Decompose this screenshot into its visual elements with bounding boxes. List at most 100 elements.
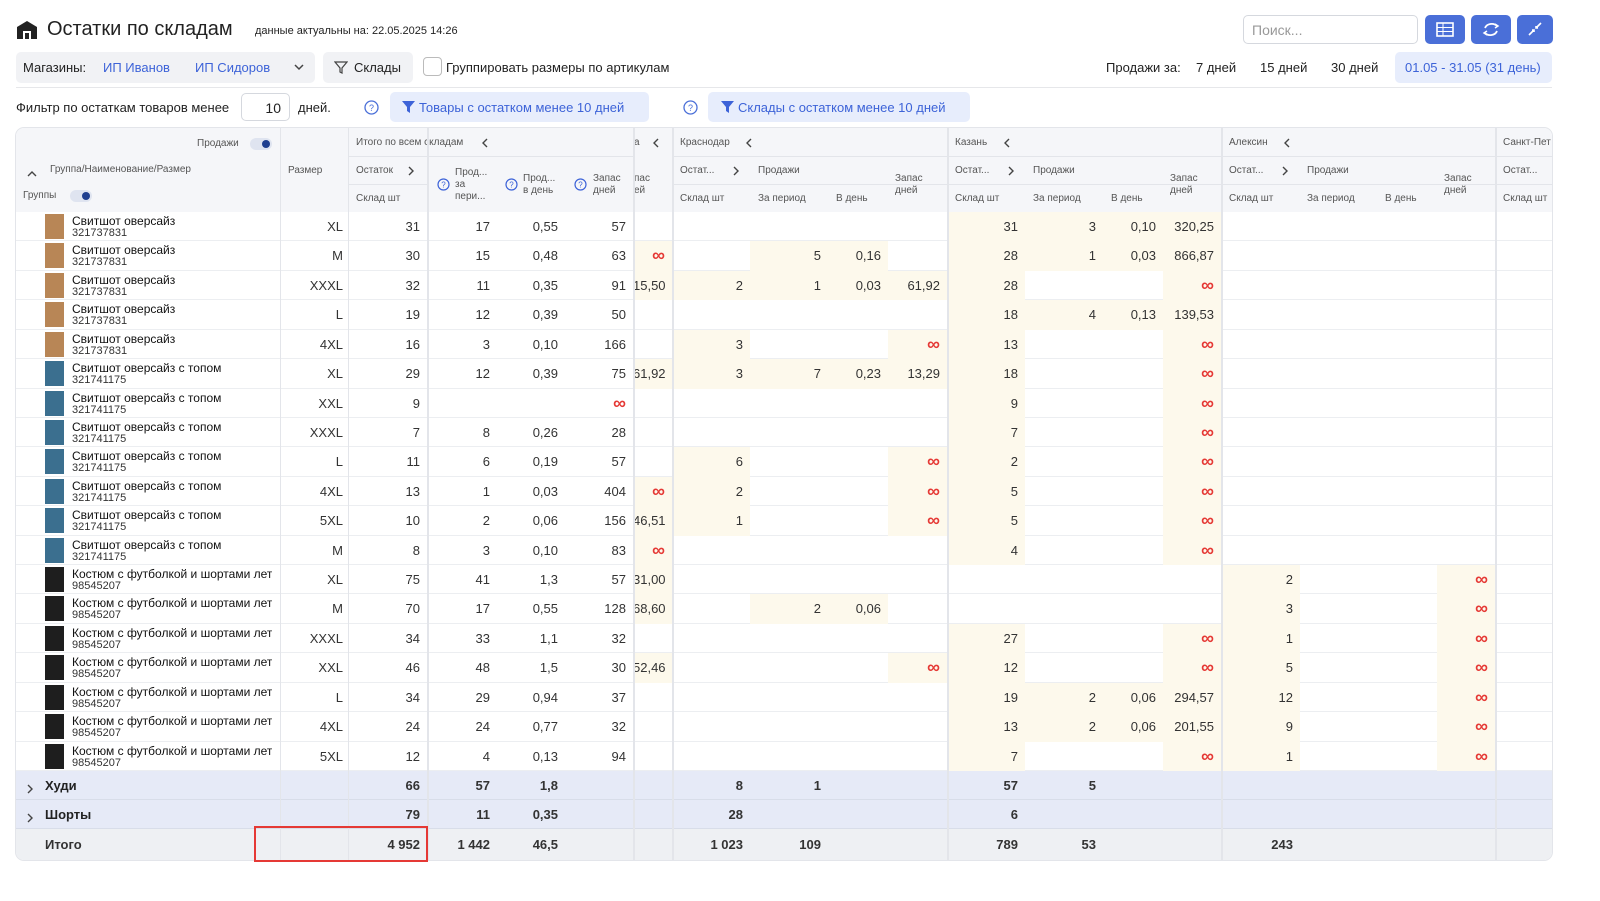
table-cell: 0,39 [497,300,565,329]
chevron[interactable] [481,137,489,151]
table-cell: 34 [348,683,427,712]
table-cell: 0,16 [828,241,888,270]
toggle[interactable] [250,138,272,150]
table-cell: 1 [1221,742,1300,771]
column-header: Алексин [1229,137,1268,148]
table-cell: ∞ [1163,506,1221,535]
product-article: 321737831 [72,315,127,327]
table-cell: 18 [947,359,1025,388]
product-name: Костюм с футболкой и шортами лет [72,744,272,758]
period-option[interactable]: 7 дней [1196,60,1236,75]
table-cell: 9 [348,389,427,418]
help-icon[interactable]: ? [505,178,518,196]
expand-icon[interactable] [26,781,34,799]
period-option[interactable]: 15 дней [1260,60,1307,75]
toggle[interactable] [70,190,92,202]
column-header: Продажи [758,165,800,176]
help-icon[interactable]: ? [437,178,450,196]
table-cell: 404 [565,477,633,506]
table-cell: 33 [427,624,497,653]
table-cell: ∞ [1163,330,1221,359]
size: XL [280,359,343,388]
product-thumbnail [45,302,64,327]
table-cell: 28 [565,418,633,447]
table-cell: 12 [947,653,1025,682]
table-cell: ∞ [633,241,672,270]
help-icon[interactable]: ? [364,100,379,115]
size: M [280,594,343,623]
help-icon[interactable]: ? [683,100,698,115]
table-cell: 4 [427,742,497,771]
product-name: Костюм с футболкой и шортами лет [72,567,272,581]
product-article: 321737831 [72,227,127,239]
column-border [1495,128,1497,860]
size: M [280,536,343,565]
column-header: Склад шт [1503,193,1547,204]
search-input[interactable]: Поиск... [1243,15,1418,44]
table-cell: 32 [565,712,633,741]
goods-filter-text[interactable]: Товары с остатком менее 10 дней [419,100,624,115]
row-line [16,564,1552,565]
product-thumbnail [45,361,64,386]
column-header: Склад шт [356,193,400,204]
table-cell: 109 [750,829,828,860]
table-cell: 7 [947,418,1025,447]
table-cell: 50 [565,300,633,329]
product-thumbnail [45,538,64,563]
size: L [280,447,343,476]
chevron[interactable] [1003,137,1011,151]
refresh-button[interactable] [1471,15,1511,44]
table-cell: 166 [565,330,633,359]
collapse-button[interactable] [1517,15,1553,44]
table-cell: 53 [1025,829,1103,860]
warehouses-filter-text[interactable]: Склады с остатком менее 10 дней [738,100,946,115]
table-cell: 7 [947,742,1025,771]
table-cell: 11 [348,447,427,476]
help-icon[interactable]: ? [574,178,587,196]
table-cell: 6 [427,447,497,476]
period-option[interactable]: 30 дней [1331,60,1378,75]
chevron[interactable] [1281,165,1289,179]
expand-icon[interactable] [26,810,34,828]
chevron[interactable] [1007,165,1015,179]
product-thumbnail [45,596,64,621]
table-cell: 31,00 [633,565,672,594]
excel-button[interactable] [1425,15,1465,44]
chevron[interactable] [407,165,415,179]
table-cell: 8 [427,418,497,447]
row-line [16,652,1552,653]
table-cell: 3 [1025,212,1103,241]
chevron[interactable] [1283,137,1291,151]
shop-tag[interactable]: ИП Сидоров [195,60,270,75]
filter-icon [334,60,348,74]
size: XXL [280,389,343,418]
column-header: За период [758,193,806,204]
checkbox[interactable] [423,57,442,76]
column-header: За период [1307,193,1355,204]
table-cell: 32 [565,624,633,653]
chevron[interactable] [652,137,660,151]
table-cell: ∞ [1163,271,1221,300]
table-cell: 320,25 [1163,212,1221,241]
product-name: Свитшот оверсайз с топом [72,361,272,375]
shop-tag[interactable]: ИП Иванов [103,60,170,75]
row-line [16,741,1552,742]
page-title: Остатки по складам [47,18,233,41]
product-thumbnail [45,449,64,474]
chevron[interactable] [732,165,740,179]
table-cell: 12 [427,359,497,388]
column-header: пас ей [634,173,656,197]
warehouses-button-text[interactable]: Склады [354,60,401,75]
table-cell: 0,10 [1103,212,1163,241]
days-input[interactable]: 10 [241,93,290,121]
table-cell: 0,13 [497,742,565,771]
product-article: 98545207 [72,757,121,769]
chevron[interactable] [745,137,753,151]
table-cell: 3 [1221,594,1300,623]
size: XXXL [280,271,343,300]
group-sizes-label[interactable]: Группировать размеры по артикулам [446,60,669,75]
table-cell: 70 [348,594,427,623]
filter-label: Фильтр по остаткам товаров менее [16,100,229,115]
period-option[interactable]: 01.05 - 31.05 (31 день) [1405,60,1541,75]
